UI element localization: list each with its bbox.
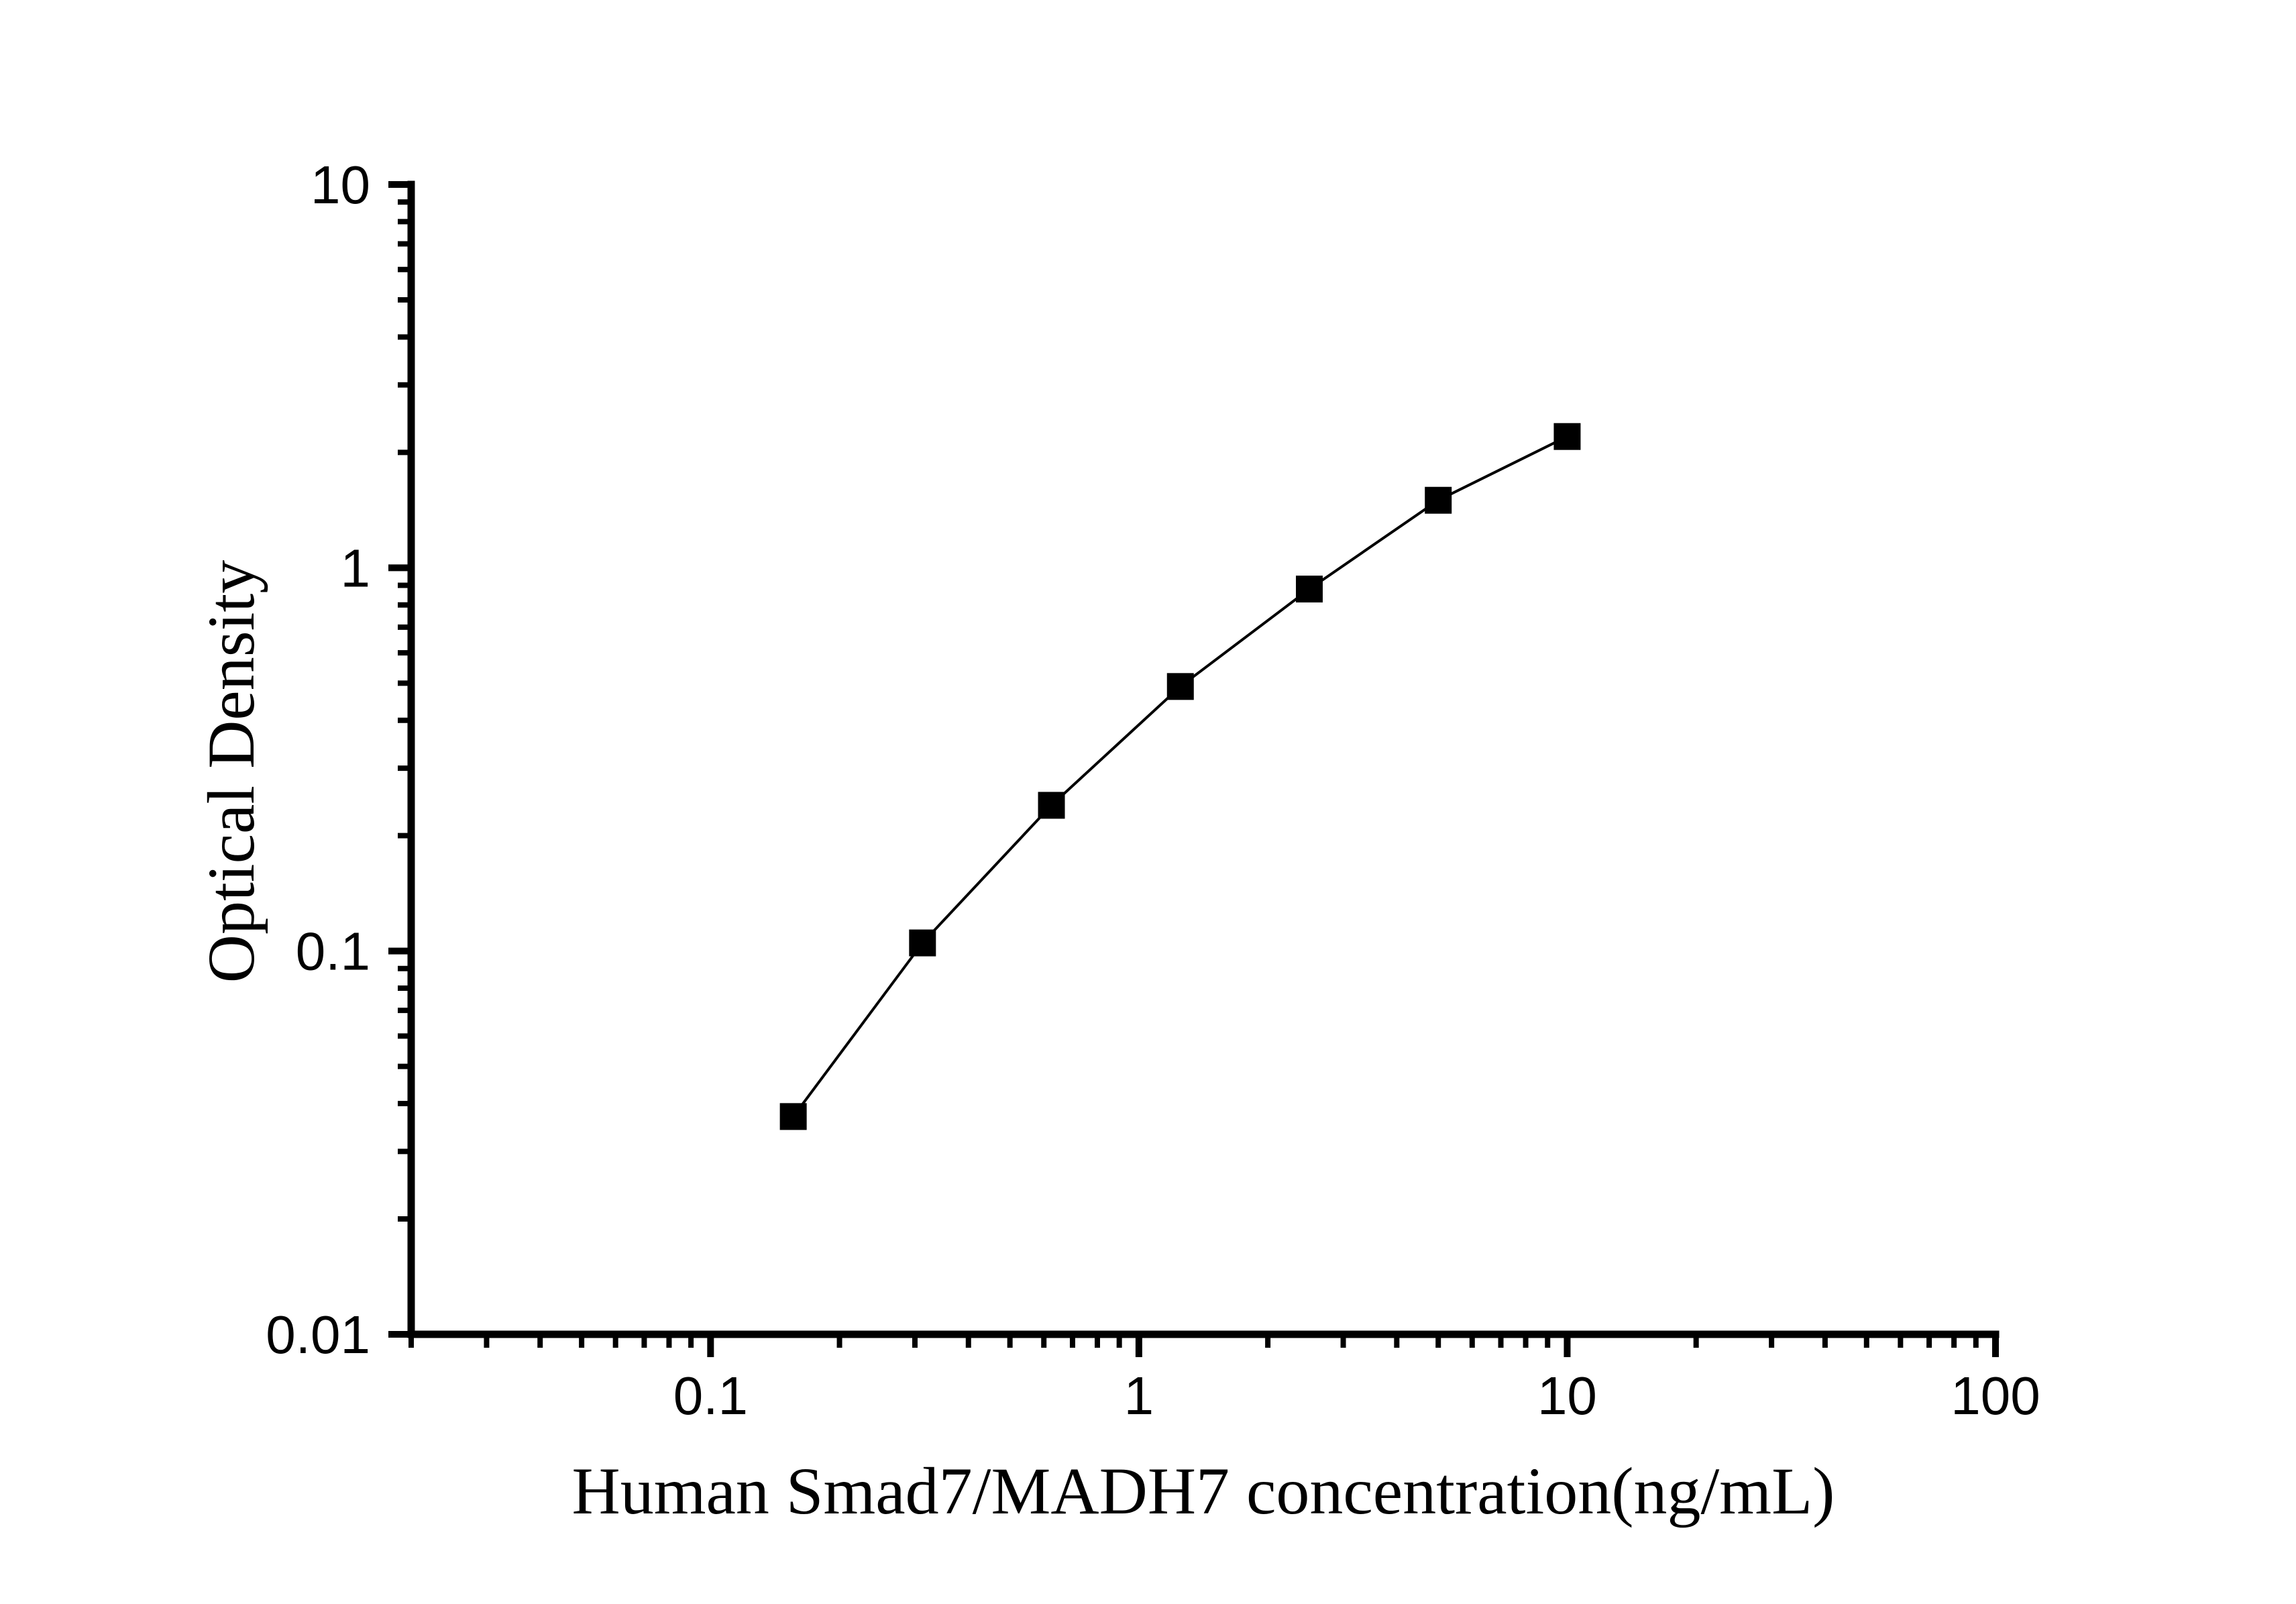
x-tick-label: 10	[1537, 1366, 1597, 1426]
axes	[407, 180, 2000, 1338]
x-tick-label: 0.1	[673, 1366, 748, 1426]
data-point-marker	[1038, 792, 1065, 819]
data-point-marker	[1553, 423, 1581, 450]
y-tick-label: 0.1	[296, 922, 370, 981]
data-point-marker	[779, 1103, 807, 1130]
x-tick-label: 1	[1124, 1366, 1154, 1426]
data-point-marker	[1295, 576, 1323, 603]
y-tick-label: 1	[341, 538, 371, 598]
data-point-marker	[1166, 673, 1194, 700]
y-axis-title: Optical Density	[194, 560, 268, 983]
x-axis-title: Human Smad7/MADH7 concentration(ng/mL)	[572, 1454, 1835, 1528]
axis-ticks	[388, 181, 1999, 1357]
data-series-line	[792, 435, 1568, 1118]
y-tick-label: 0.01	[266, 1305, 370, 1365]
tick-labels: 0.1 1 10 100 0.01 0.1 1 10	[266, 155, 2040, 1426]
data-point-marker	[1425, 486, 1452, 514]
data-point-marker	[909, 929, 936, 957]
y-tick-label: 10	[311, 155, 370, 215]
x-tick-label: 100	[1951, 1366, 2040, 1426]
data-series	[779, 423, 1581, 1130]
